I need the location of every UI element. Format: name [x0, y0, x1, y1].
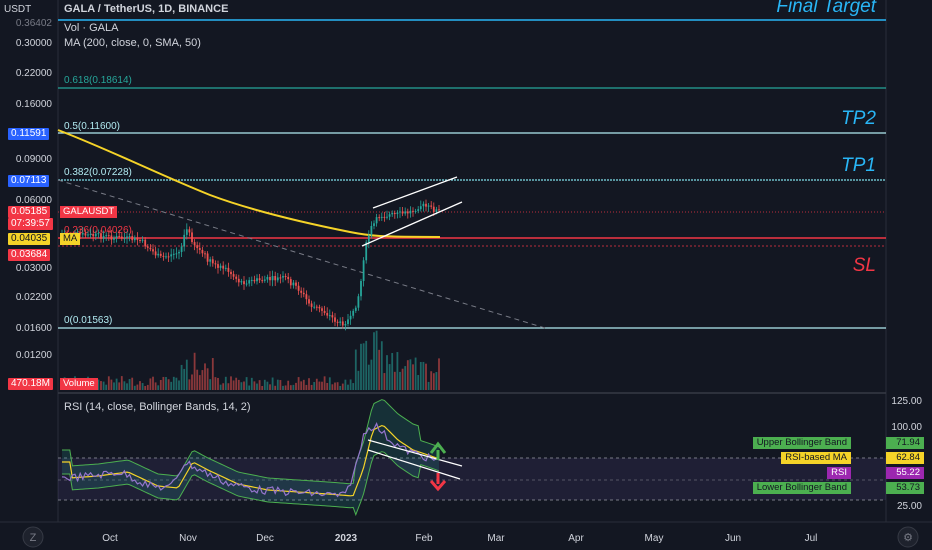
time-label-may: May	[645, 533, 664, 544]
price-tag-ma: MA	[60, 233, 81, 245]
sl-annotation: SL	[853, 255, 876, 276]
price-tag-symbol: GALAUSDT	[60, 206, 118, 218]
fib-0-label: 0(0.01563)	[64, 315, 112, 326]
wedge-lower-line	[361, 201, 463, 247]
rsi-lower-bb-label: Lower Bollinger Band	[752, 482, 851, 494]
price-badge-volume: 470.18M	[8, 378, 53, 390]
price-tick-label: 0.16000	[16, 99, 53, 110]
fib-05-label: 0.5(0.11600)	[64, 121, 120, 132]
rsi-tick-25: 25.00	[897, 501, 922, 512]
upper-bollinger-band	[62, 399, 440, 485]
tradingview-logo-icon[interactable]: Z	[22, 526, 44, 548]
wedge-upper-line	[372, 176, 458, 209]
tp1-annotation: TP1	[841, 155, 876, 176]
rsi-ma-label: RSI-based MA	[781, 452, 851, 464]
price-tick-label: 0.03000	[16, 263, 53, 274]
price-tick-label: 0.09000	[16, 154, 53, 165]
lower-bollinger-band	[62, 451, 440, 517]
price-badge-sl: 0.03684	[8, 249, 51, 261]
rsi-lower-bb-value: 53.73	[886, 482, 924, 494]
down-arrow-icon	[429, 473, 447, 492]
time-label-dec: Dec	[256, 533, 274, 544]
rsi-ma-value: 62.84	[886, 452, 924, 464]
ma-legend[interactable]: MA (200, close, 0, SMA, 50)	[64, 37, 201, 49]
time-label-oct: Oct	[102, 533, 118, 544]
rsi-value: 55.22	[886, 467, 924, 479]
rsi-band-background	[58, 458, 886, 500]
volume-legend[interactable]: Vol · GALA	[64, 22, 119, 34]
time-label-apr: Apr	[568, 533, 584, 544]
time-label-feb: Feb	[415, 533, 433, 544]
rsi-channel-upper	[367, 439, 463, 467]
svg-text:Z: Z	[30, 532, 37, 544]
price-tick-label: 0.01600	[16, 323, 53, 334]
fib-0382-label: 0.382(0.07228)	[64, 167, 132, 178]
rsi-line	[61, 421, 440, 498]
downtrend-line	[57, 179, 546, 329]
rsi-tick-125: 125.00	[891, 396, 922, 407]
price-badge-countdown: 07:39:57	[8, 218, 53, 230]
time-axis[interactable]: Oct Nov Dec 2023 Feb Mar Apr May Jun Jul	[102, 533, 817, 544]
price-badge-ma: 0.04035	[8, 233, 51, 245]
rsi-channel-lower	[367, 449, 461, 480]
svg-text:⚙: ⚙	[903, 532, 913, 544]
time-label-jul: Jul	[805, 533, 818, 544]
ma-200-line	[57, 129, 441, 238]
rsi-upper-bb-value: 71.94	[886, 437, 924, 449]
bollinger-band-fill	[62, 399, 439, 515]
price-axis-unit: USDT	[4, 4, 31, 15]
settings-icon[interactable]: ⚙	[897, 526, 919, 548]
price-tick-label: 0.01200	[16, 350, 53, 361]
price-tick-label: 0.22000	[16, 68, 53, 79]
symbol-legend[interactable]: GALA / TetherUS, 1D, BINANCE	[64, 3, 229, 15]
price-axis-top-cut: 0.36402	[16, 18, 53, 29]
rsi-legend[interactable]: RSI (14, close, Bollinger Bands, 14, 2)	[64, 401, 251, 413]
price-tick-label: 0.30000	[16, 38, 53, 49]
up-arrow-icon	[429, 441, 447, 460]
rsi-label: RSI	[827, 467, 851, 479]
tp2-annotation: TP2	[841, 108, 876, 129]
final-target-annotation: Final Target	[776, 0, 876, 17]
price-tick-label: 0.06000	[16, 195, 53, 206]
time-label-nov: Nov	[179, 533, 197, 544]
time-label-mar: Mar	[487, 533, 505, 544]
price-badge-tp1: 0.07113	[8, 175, 50, 187]
fib-0618-label: 0.618(0.18614)	[64, 75, 132, 86]
rsi-upper-bb-label: Upper Bollinger Band	[752, 437, 851, 449]
price-tick-label: 0.02200	[16, 292, 53, 303]
time-label-jun: Jun	[725, 533, 741, 544]
price-badge-tp2: 0.11591	[8, 128, 50, 140]
price-axis[interactable]: 0.30000 0.22000 0.16000 0.09000 0.06000 0.030…	[16, 38, 53, 361]
rsi-tick-100: 100.00	[891, 422, 922, 433]
fib-0236-label: 0.236(0.04026)	[64, 225, 132, 236]
price-tag-volume: Volume	[60, 378, 98, 390]
time-label-2023: 2023	[335, 533, 358, 544]
price-badge-last: 0.05185	[8, 206, 51, 218]
